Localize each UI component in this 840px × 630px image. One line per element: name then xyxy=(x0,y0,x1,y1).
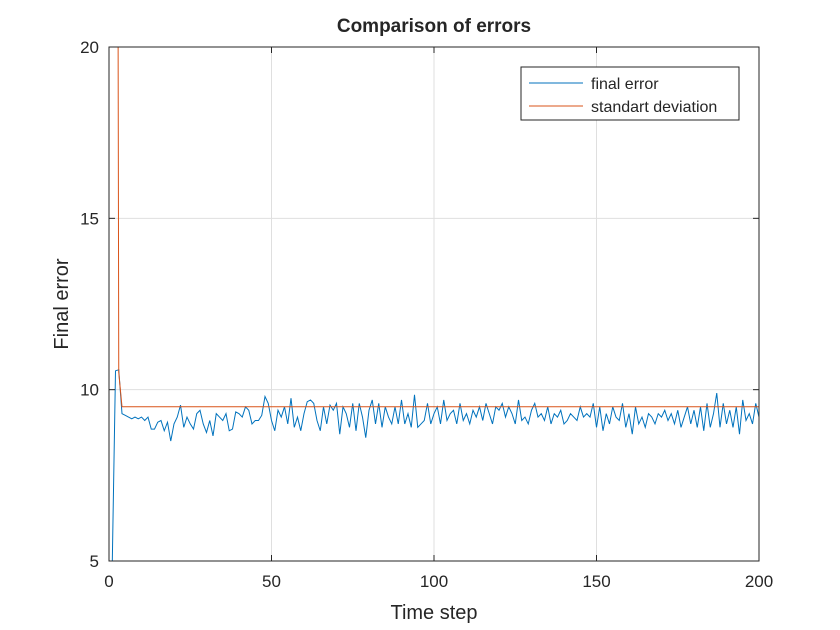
y-tick-label: 5 xyxy=(90,552,99,571)
x-tick-label: 50 xyxy=(262,572,281,591)
lines xyxy=(111,47,759,561)
x-tick-label: 150 xyxy=(582,572,610,591)
x-tick-label: 100 xyxy=(420,572,448,591)
chart-title: Comparison of errors xyxy=(337,16,531,37)
y-axis-label: Final error xyxy=(51,258,73,349)
series-line xyxy=(117,47,759,408)
legend-label: standart deviation xyxy=(591,99,717,116)
y-tick-label: 20 xyxy=(80,38,99,57)
legend-box xyxy=(520,66,740,121)
legend: final error standart deviation xyxy=(520,66,740,121)
x-tick-label: 0 xyxy=(104,572,113,591)
y-tick-label: 15 xyxy=(80,209,99,228)
x-axis-label: Time step xyxy=(390,602,477,624)
legend-label: final error xyxy=(591,76,659,93)
ticks: 0 50 100 150 200 5 10 15 20 xyxy=(80,38,773,591)
y-tick-label: 10 xyxy=(80,381,99,400)
series-line xyxy=(111,369,759,561)
x-tick-label: 200 xyxy=(745,572,773,591)
